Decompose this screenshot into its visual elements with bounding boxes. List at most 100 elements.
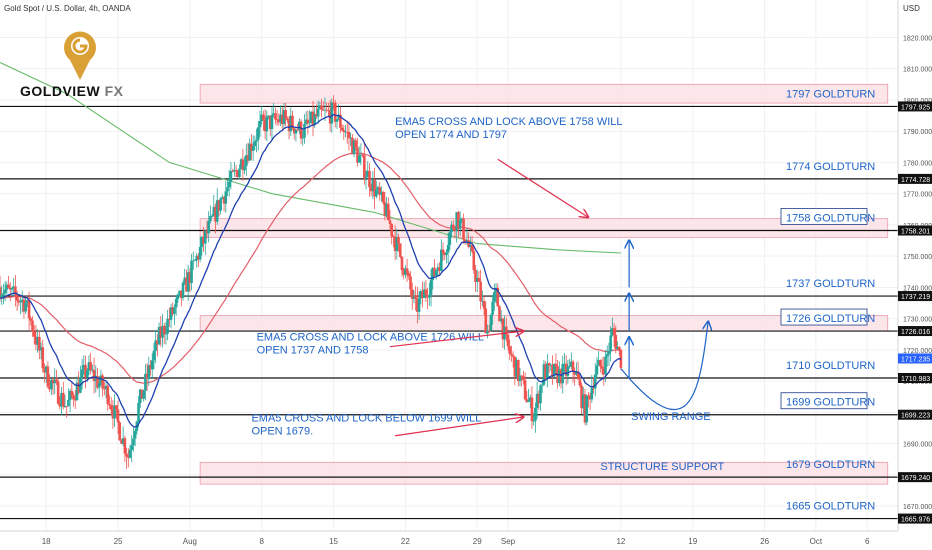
candle [221, 194, 224, 200]
candle [65, 406, 69, 418]
candle-body [22, 299, 26, 312]
candle [277, 113, 281, 126]
candle-body [217, 200, 221, 211]
candle [516, 359, 520, 387]
candle-body [251, 146, 255, 151]
candle-body [87, 362, 91, 371]
candle-body [345, 131, 349, 133]
price-level-tag: 1699.223 [898, 409, 932, 420]
time-tick-label: 12 [616, 537, 625, 546]
candle-body [325, 109, 329, 111]
candle [173, 304, 176, 326]
candle-body [530, 397, 534, 422]
candle-body [125, 453, 128, 457]
candle-body [554, 363, 558, 367]
candle-body [463, 239, 467, 243]
candle-body [451, 224, 455, 229]
candle-body [275, 119, 279, 121]
candle [243, 156, 246, 175]
candle-body [612, 328, 616, 335]
candle [508, 339, 512, 361]
time-tick-label: Oct [810, 537, 823, 546]
candle [72, 392, 75, 407]
candle-body [169, 307, 173, 320]
annotation-text: STRUCTURE SUPPORT [600, 461, 724, 473]
candle [438, 262, 441, 277]
candle-body [197, 255, 200, 260]
candle [286, 116, 289, 123]
candle-body [284, 110, 287, 119]
candle-body [600, 366, 604, 369]
candle [152, 343, 156, 370]
candle [616, 341, 619, 350]
brand-logo: GOLDVIEW FX [20, 83, 124, 99]
candle-body [356, 147, 359, 163]
candle-body [43, 368, 46, 373]
candle [448, 230, 452, 251]
candle [588, 392, 592, 410]
price-tick-label: 1750.000 [903, 254, 932, 261]
candle [595, 357, 599, 379]
candle [51, 378, 55, 395]
candle [48, 374, 51, 393]
candle [89, 353, 92, 375]
candle-body [588, 395, 592, 400]
candle [304, 111, 308, 126]
candle [284, 102, 287, 127]
candle-body [472, 251, 476, 271]
candle [426, 288, 429, 310]
candle [94, 365, 98, 393]
candle [398, 243, 402, 259]
candle-body [616, 346, 619, 350]
candle [157, 322, 161, 346]
annotation-arrow [395, 417, 523, 437]
candle-body [559, 369, 563, 384]
price-level-tag-text: 1679.240 [901, 475, 930, 482]
candle [530, 386, 534, 429]
candle-body [214, 206, 217, 222]
price-level-tag: 1710.983 [898, 373, 932, 384]
candle [573, 367, 577, 386]
candle-body [209, 215, 212, 222]
candle [498, 305, 501, 322]
candle-body [186, 272, 190, 292]
chart-grid [0, 0, 898, 531]
candle-body [282, 110, 286, 125]
time-tick-label: Sep [501, 537, 516, 546]
ema-long-path [0, 62, 621, 254]
candle [68, 388, 72, 413]
candle [222, 196, 226, 212]
candle-body [337, 114, 340, 120]
candle [455, 211, 458, 243]
candle-body [496, 287, 500, 307]
candle [546, 354, 549, 388]
candle-body [398, 243, 402, 257]
candle-body [120, 440, 123, 444]
candle [580, 382, 583, 414]
candle-body [605, 354, 609, 357]
candle-body [272, 113, 275, 115]
candle [202, 226, 205, 252]
annotation-text: SWING RANGE [631, 411, 710, 423]
candle [46, 361, 50, 389]
annotation-text: EMA5 CROSS AND LOCK BELOW 1699 WILL [251, 413, 481, 425]
annotation-arrow [389, 331, 523, 348]
candle-body [58, 403, 62, 407]
candle [532, 413, 535, 426]
candle [364, 170, 368, 190]
candle-body [65, 406, 69, 408]
candle-body [268, 115, 272, 129]
candle [568, 358, 571, 369]
candle [55, 369, 58, 385]
candle [162, 322, 166, 345]
candle-body [128, 449, 132, 458]
candle [597, 350, 600, 366]
candle [0, 285, 4, 305]
candle-body [171, 307, 175, 314]
goldturn-text: 1710 GOLDTURN [786, 360, 875, 372]
candle-body [221, 197, 224, 199]
candle-body [26, 300, 29, 303]
candle [166, 309, 169, 341]
candle [368, 163, 371, 197]
